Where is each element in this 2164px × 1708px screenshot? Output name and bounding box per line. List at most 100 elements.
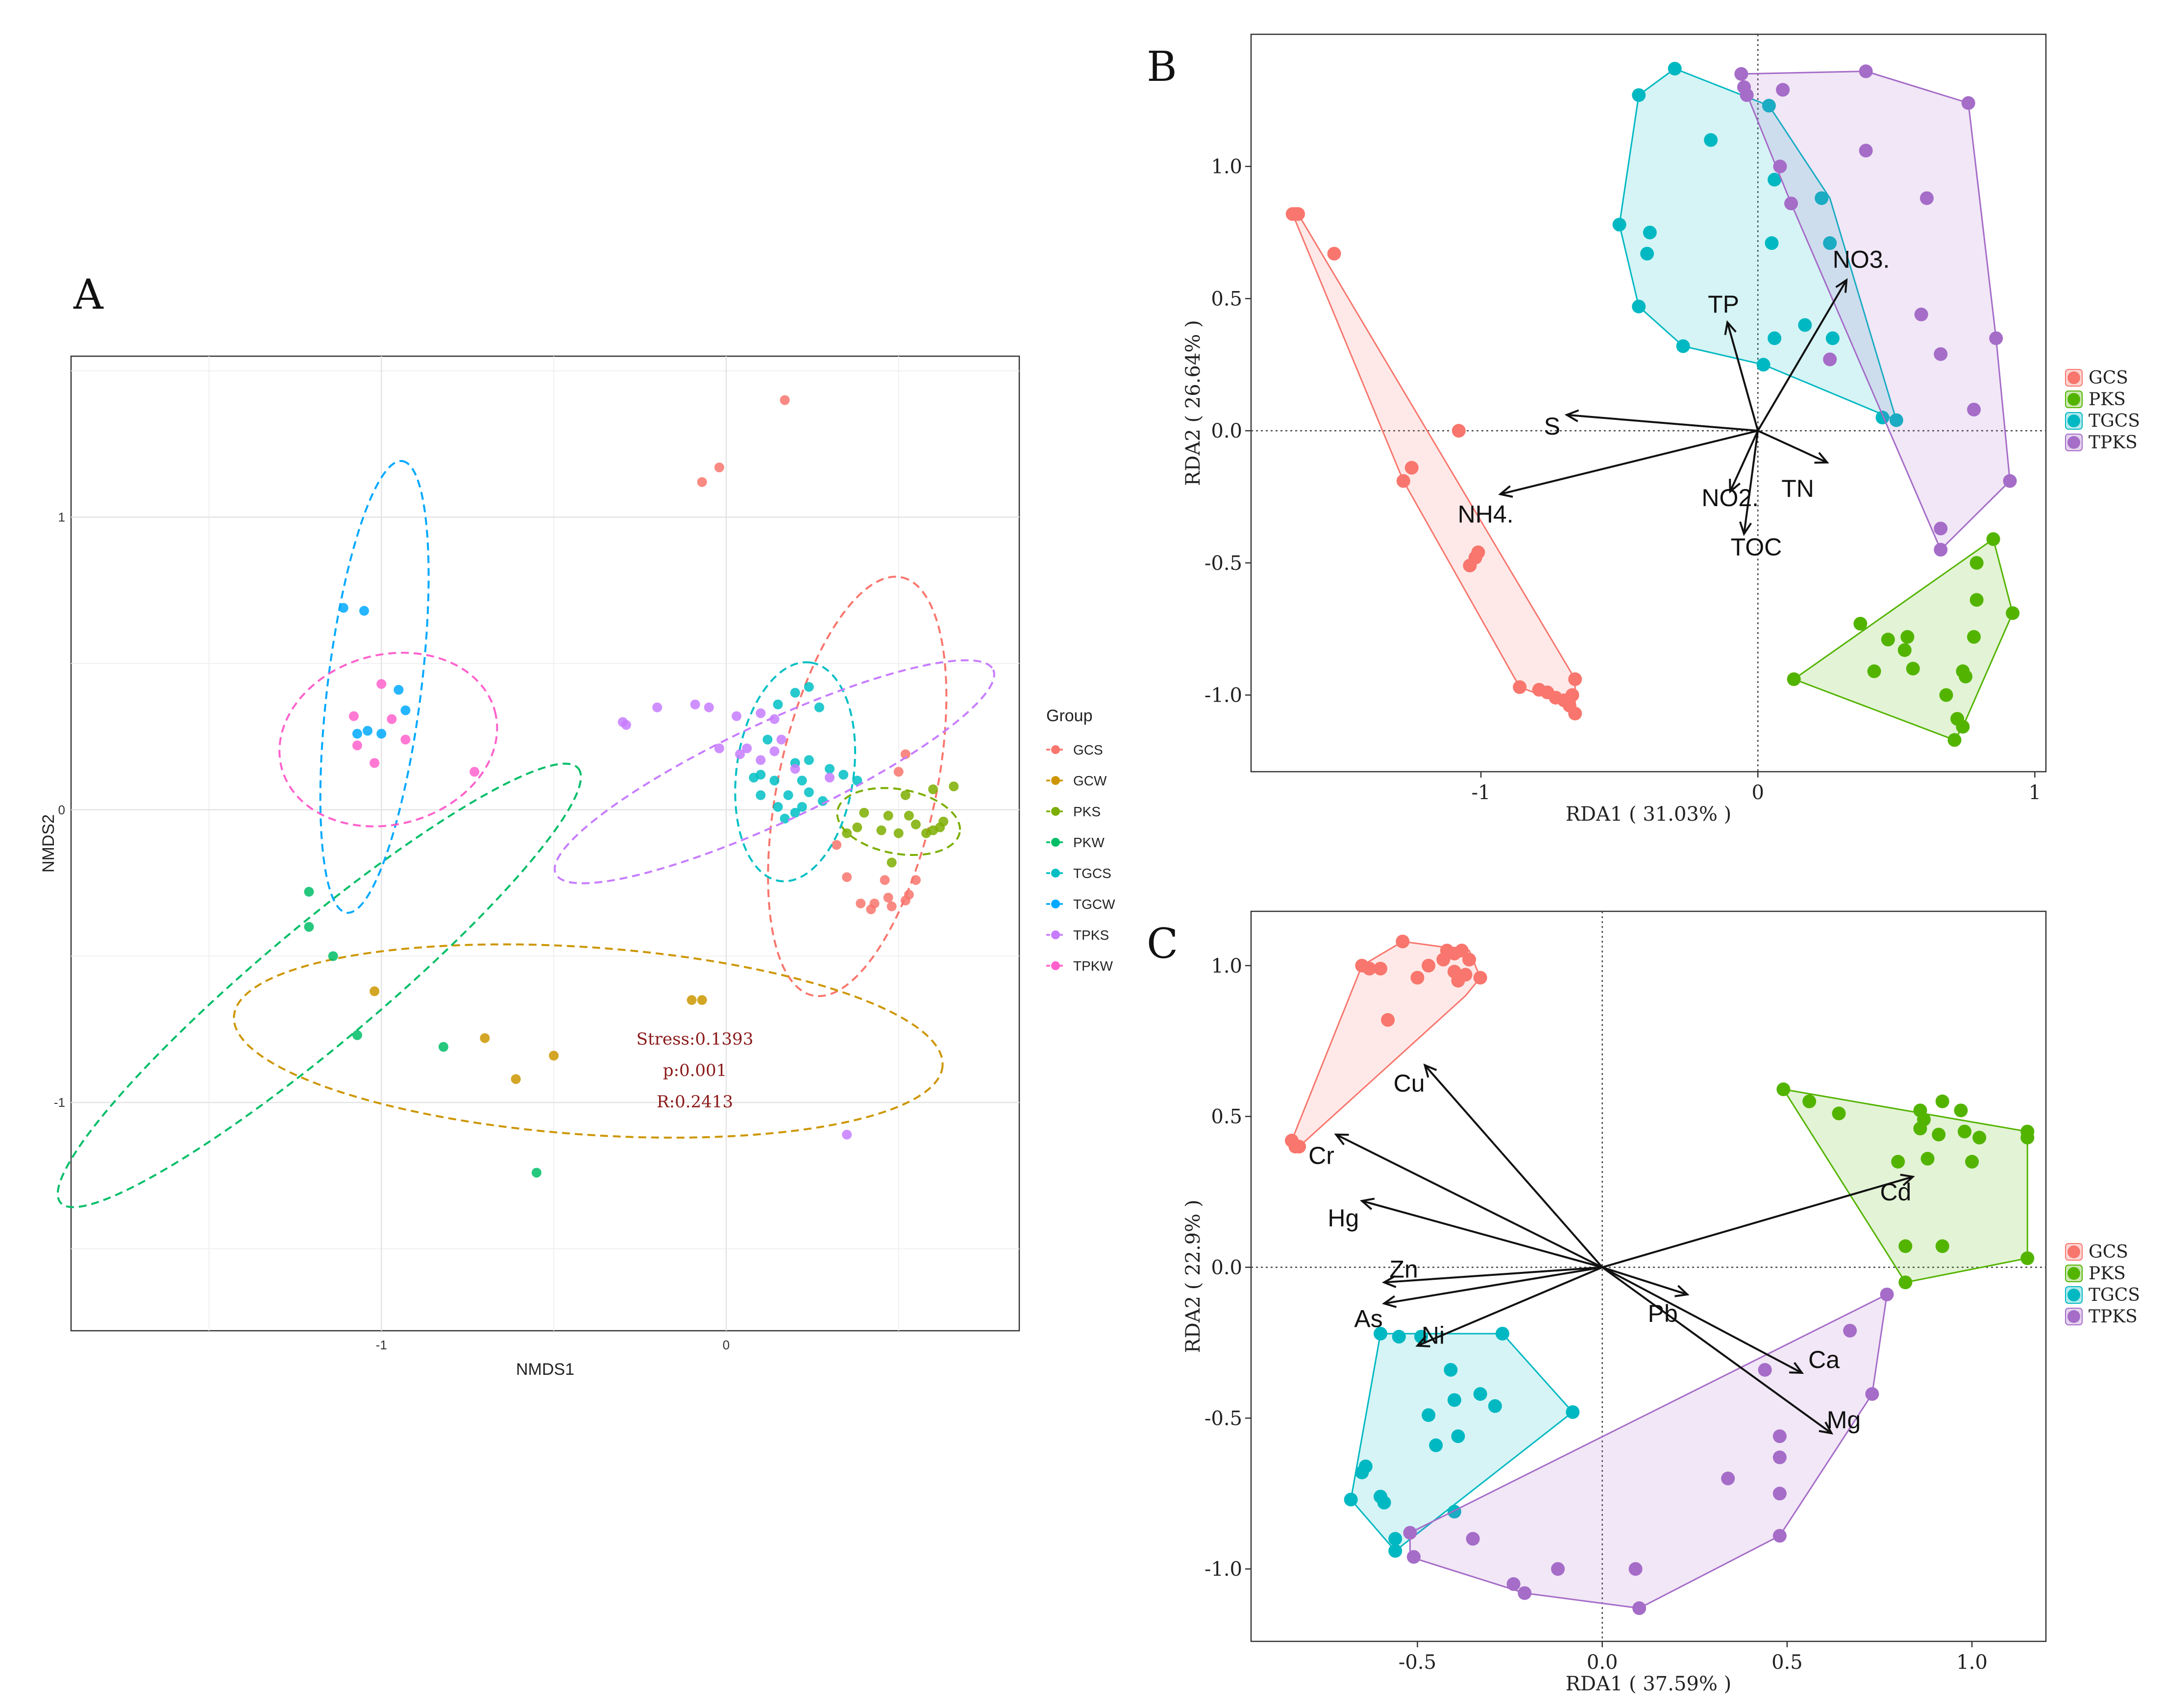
data-point xyxy=(804,755,814,765)
data-point xyxy=(852,776,862,786)
data-point xyxy=(1643,225,1657,240)
data-point xyxy=(769,746,780,756)
data-point xyxy=(376,729,387,739)
series-gcs xyxy=(1285,207,1582,721)
data-point xyxy=(735,749,745,759)
data-point xyxy=(904,810,914,821)
data-point xyxy=(1388,1532,1402,1546)
data-point xyxy=(1506,1577,1521,1591)
data-point xyxy=(1947,733,1962,747)
data-point xyxy=(1972,1130,1987,1145)
arrow-as xyxy=(1384,1266,1603,1305)
data-point xyxy=(1381,1013,1395,1027)
data-point xyxy=(697,995,707,1005)
data-point xyxy=(1891,1155,1905,1169)
data-point xyxy=(1406,1550,1421,1564)
data-point xyxy=(876,825,886,835)
y-tick-label: -0.5 xyxy=(1205,1407,1242,1430)
data-point xyxy=(1292,1140,1306,1154)
legend: Group GCS GCW PKS PKW TGCS TGCW TPKS TPKW xyxy=(1046,707,1115,974)
data-point xyxy=(804,787,814,797)
data-point xyxy=(880,875,890,885)
data-point xyxy=(1773,159,1787,173)
x-tick-label: 1 xyxy=(2029,781,2041,804)
arrow-head xyxy=(1674,1285,1690,1297)
data-point xyxy=(1939,688,1953,702)
data-point xyxy=(1889,413,1903,427)
arrow-ni xyxy=(1417,1266,1603,1347)
data-point xyxy=(804,682,814,692)
legend-key-dot xyxy=(1051,961,1060,970)
data-point xyxy=(1628,1562,1643,1576)
data-point xyxy=(652,702,663,712)
legend-item-label: GCS xyxy=(1073,742,1103,757)
data-point xyxy=(1566,1405,1580,1419)
confidence-ellipse-tgcw xyxy=(319,460,430,914)
arrow-label: Zn xyxy=(1389,1255,1418,1283)
arrow-label: Hg xyxy=(1328,1204,1359,1232)
data-point xyxy=(1913,1122,1927,1136)
arrow-tn xyxy=(1757,430,1828,464)
data-point xyxy=(1823,352,1837,366)
confidence-ellipse-tpks xyxy=(553,659,995,884)
arrow-head xyxy=(1814,452,1829,464)
x-axis-label: RDA1 ( 37.59% ) xyxy=(1566,1673,1731,1695)
data-point xyxy=(1327,246,1341,261)
series-pks xyxy=(1787,532,2020,747)
data-point xyxy=(1919,191,1934,205)
data-point xyxy=(883,893,893,903)
confidence-ellipse-tpkw xyxy=(278,652,498,828)
data-point xyxy=(1934,521,1948,536)
data-point xyxy=(1632,88,1646,102)
arrow-head xyxy=(1498,485,1513,498)
series-tpks xyxy=(1734,64,2017,557)
data-point xyxy=(883,810,893,821)
stat-annotation: Stress:0.1393 xyxy=(637,1029,754,1049)
data-point xyxy=(359,606,369,616)
data-point xyxy=(1956,720,1970,734)
y-tick-label: 0.0 xyxy=(1211,420,1242,442)
data-point xyxy=(769,714,780,724)
data-point xyxy=(1404,461,1419,475)
data-point xyxy=(1565,688,1579,702)
confidence-ellipse-pks xyxy=(836,787,961,856)
data-point xyxy=(387,714,397,724)
data-point xyxy=(617,717,628,727)
arrow-label: Ni xyxy=(1422,1322,1445,1349)
data-point xyxy=(1898,1239,1913,1253)
legend-item-label: PKS xyxy=(2089,390,2126,410)
data-point xyxy=(400,734,411,745)
x-tick-label: 0 xyxy=(723,1338,730,1352)
legend-key-dot xyxy=(1051,807,1060,816)
arrow-tp xyxy=(1726,322,1759,431)
data-point xyxy=(842,828,852,838)
y-tick-label: -1.0 xyxy=(1205,684,1242,707)
data-point xyxy=(1451,424,1466,438)
data-point xyxy=(1422,958,1436,973)
arrow-ca xyxy=(1601,1266,1803,1374)
arrow-label: Cr xyxy=(1308,1142,1334,1170)
data-point xyxy=(469,767,480,777)
data-point xyxy=(732,711,742,721)
data-point xyxy=(756,790,766,800)
data-point xyxy=(1551,1562,1565,1576)
data-point xyxy=(859,807,869,818)
data-point xyxy=(1802,1094,1817,1108)
data-point xyxy=(780,813,790,824)
data-point xyxy=(1496,1326,1510,1341)
data-point xyxy=(1935,1094,1949,1108)
arrow-head xyxy=(1900,1173,1915,1186)
y-tick-label: 0.5 xyxy=(1211,288,1242,310)
panel-label: A xyxy=(73,270,104,318)
data-point xyxy=(1784,196,1798,211)
data-point xyxy=(2020,1251,2035,1266)
y-tick-label: 1.0 xyxy=(1211,156,1242,178)
arrow-head xyxy=(1835,278,1848,293)
data-point xyxy=(1762,98,1776,113)
y-axis-label: RDA2 ( 22.9% ) xyxy=(1182,1200,1205,1353)
data-point xyxy=(1934,542,1948,557)
data-point xyxy=(704,702,714,712)
data-point xyxy=(1880,1287,1894,1301)
